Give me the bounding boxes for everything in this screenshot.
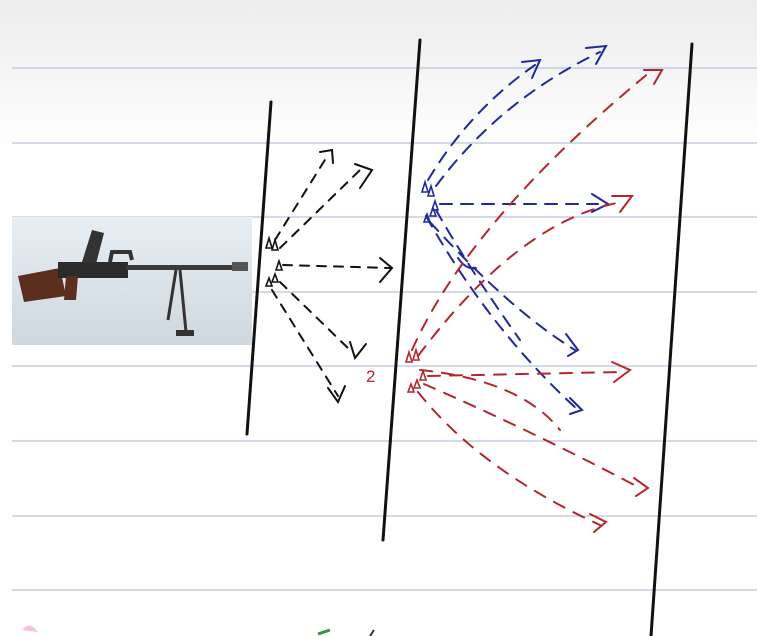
blue-trajectories [425, 51, 601, 411]
bullet-icons-red [404, 347, 428, 393]
red-trajectories [411, 71, 651, 526]
light-machine-gun-photo [12, 217, 252, 345]
red-arrowheads [589, 69, 664, 533]
bottom-stray-marks [22, 625, 375, 636]
vertical-planes [245, 38, 694, 636]
bullet-icons-blue [420, 179, 440, 223]
black-trajectories [271, 154, 391, 397]
bullet-icons-black [264, 235, 284, 287]
black-arrowheads [319, 148, 394, 405]
plane-line-3 [649, 42, 694, 636]
plane-line-2 [381, 38, 422, 542]
gun-icon [18, 230, 248, 336]
paper-shading [0, 0, 757, 150]
fork-number-label: 2 [366, 367, 376, 386]
plane-line-1 [245, 100, 273, 436]
